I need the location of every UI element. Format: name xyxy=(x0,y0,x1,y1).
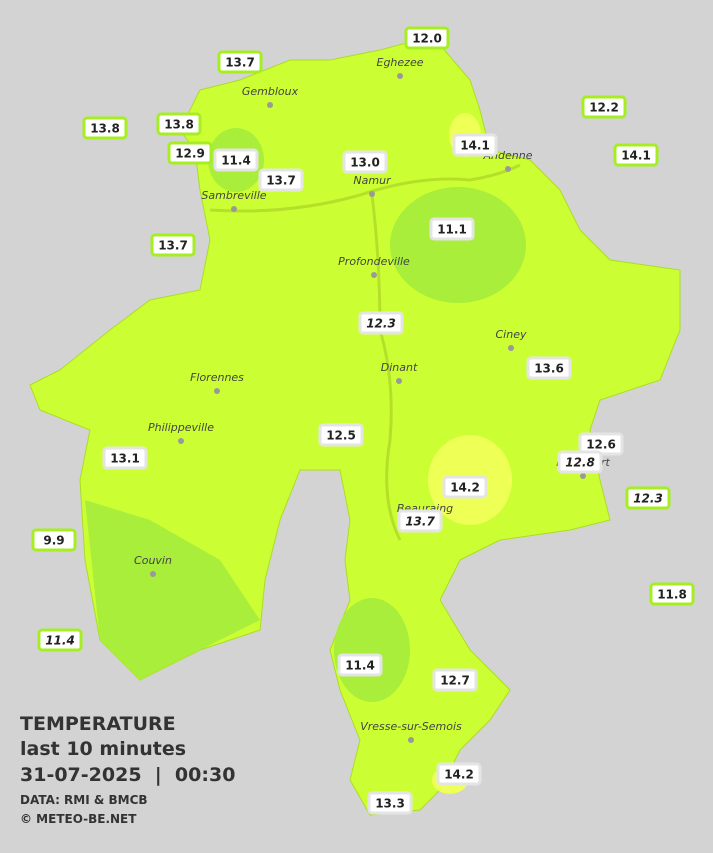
station-value: 11.4 xyxy=(45,634,75,648)
station-box xyxy=(442,475,488,499)
station-box xyxy=(581,95,627,119)
station-value: 14.1 xyxy=(460,139,490,153)
station-box xyxy=(432,668,478,692)
station-value: 12.7 xyxy=(440,674,470,688)
station-value: 13.7 xyxy=(225,56,255,70)
station-box xyxy=(436,762,482,786)
city-label: Vresse-sur-Semois xyxy=(360,720,462,733)
city-dot xyxy=(371,272,377,278)
title: TEMPERATURE xyxy=(20,713,176,735)
station-box xyxy=(102,446,148,470)
city-label: Ciney xyxy=(496,328,527,341)
source: DATA: RMI & BMCB xyxy=(20,793,148,807)
timestamp: 31-07-2025 | 00:30 xyxy=(20,764,235,786)
station-box xyxy=(156,112,202,136)
city-dot xyxy=(396,378,402,384)
city-label: Namur xyxy=(353,174,392,187)
station-box xyxy=(167,141,213,165)
city-dot xyxy=(214,388,220,394)
station-box xyxy=(404,26,450,50)
station-box xyxy=(318,423,364,447)
station-value: 11.4 xyxy=(221,154,251,168)
station-box xyxy=(31,528,77,552)
station-box xyxy=(37,628,83,652)
station-value: 12.9 xyxy=(175,147,205,161)
station-value: 13.8 xyxy=(164,118,194,132)
station-box xyxy=(649,582,695,606)
station-value: 14.2 xyxy=(444,768,474,782)
station-box xyxy=(358,311,404,335)
station-value: 12.3 xyxy=(633,492,663,506)
station-box xyxy=(82,116,128,140)
city-dot xyxy=(178,438,184,444)
station-box xyxy=(367,791,413,815)
station-value: 11.8 xyxy=(657,588,687,602)
station-box xyxy=(526,356,572,380)
station-box xyxy=(213,148,259,172)
station-box xyxy=(337,653,383,677)
station-box xyxy=(150,233,196,257)
city-label: Philippeville xyxy=(148,421,214,434)
city-dot xyxy=(508,345,514,351)
city-label: Florennes xyxy=(190,371,244,384)
station-value: 12.5 xyxy=(326,429,356,443)
station-box xyxy=(557,450,603,474)
city-label: Eghezee xyxy=(377,56,424,69)
city-dot xyxy=(150,571,156,577)
station-value: 12.3 xyxy=(366,317,396,331)
station-value: 13.7 xyxy=(405,515,435,529)
station-value: 12.0 xyxy=(412,32,442,46)
station-value: 13.6 xyxy=(534,362,564,376)
station-value: 12.2 xyxy=(589,101,619,115)
station-box xyxy=(397,509,443,533)
station-value: 13.7 xyxy=(158,239,188,253)
station-box xyxy=(258,168,304,192)
station-value: 13.8 xyxy=(90,122,120,136)
credit: © METEO-BE.NET xyxy=(20,812,137,826)
city-dot xyxy=(408,737,414,743)
station-box xyxy=(452,133,498,157)
city-dot xyxy=(267,102,273,108)
station-value: 9.9 xyxy=(43,534,64,548)
city-dot xyxy=(231,206,237,212)
station-value: 11.1 xyxy=(437,223,467,237)
station-value: 13.3 xyxy=(375,797,405,811)
city-label: Couvin xyxy=(134,554,172,567)
station-box xyxy=(625,486,671,510)
city-dot xyxy=(505,166,511,172)
station-value: 11.4 xyxy=(345,659,375,673)
station-box xyxy=(342,150,388,174)
city-label: Profondeville xyxy=(338,255,410,268)
city-label: Gembloux xyxy=(242,85,299,98)
station-box xyxy=(613,143,659,167)
station-value: 12.8 xyxy=(565,456,595,470)
station-value: 14.2 xyxy=(450,481,480,495)
station-box xyxy=(429,217,475,241)
station-value: 13.0 xyxy=(350,156,380,170)
station-value: 13.7 xyxy=(266,174,296,188)
legend-block: TEMPERATURE last 10 minutes 31-07-2025 |… xyxy=(20,713,235,826)
city-label: Sambreville xyxy=(201,189,266,202)
station-box xyxy=(217,50,263,74)
city-label: Dinant xyxy=(381,361,418,374)
subtitle: last 10 minutes xyxy=(20,738,186,760)
city-dot xyxy=(580,473,586,479)
station-value: 14.1 xyxy=(621,149,651,163)
city-dot xyxy=(397,73,403,79)
city-dot xyxy=(369,191,375,197)
station-value: 13.1 xyxy=(110,452,140,466)
station-value: 12.6 xyxy=(586,438,616,452)
